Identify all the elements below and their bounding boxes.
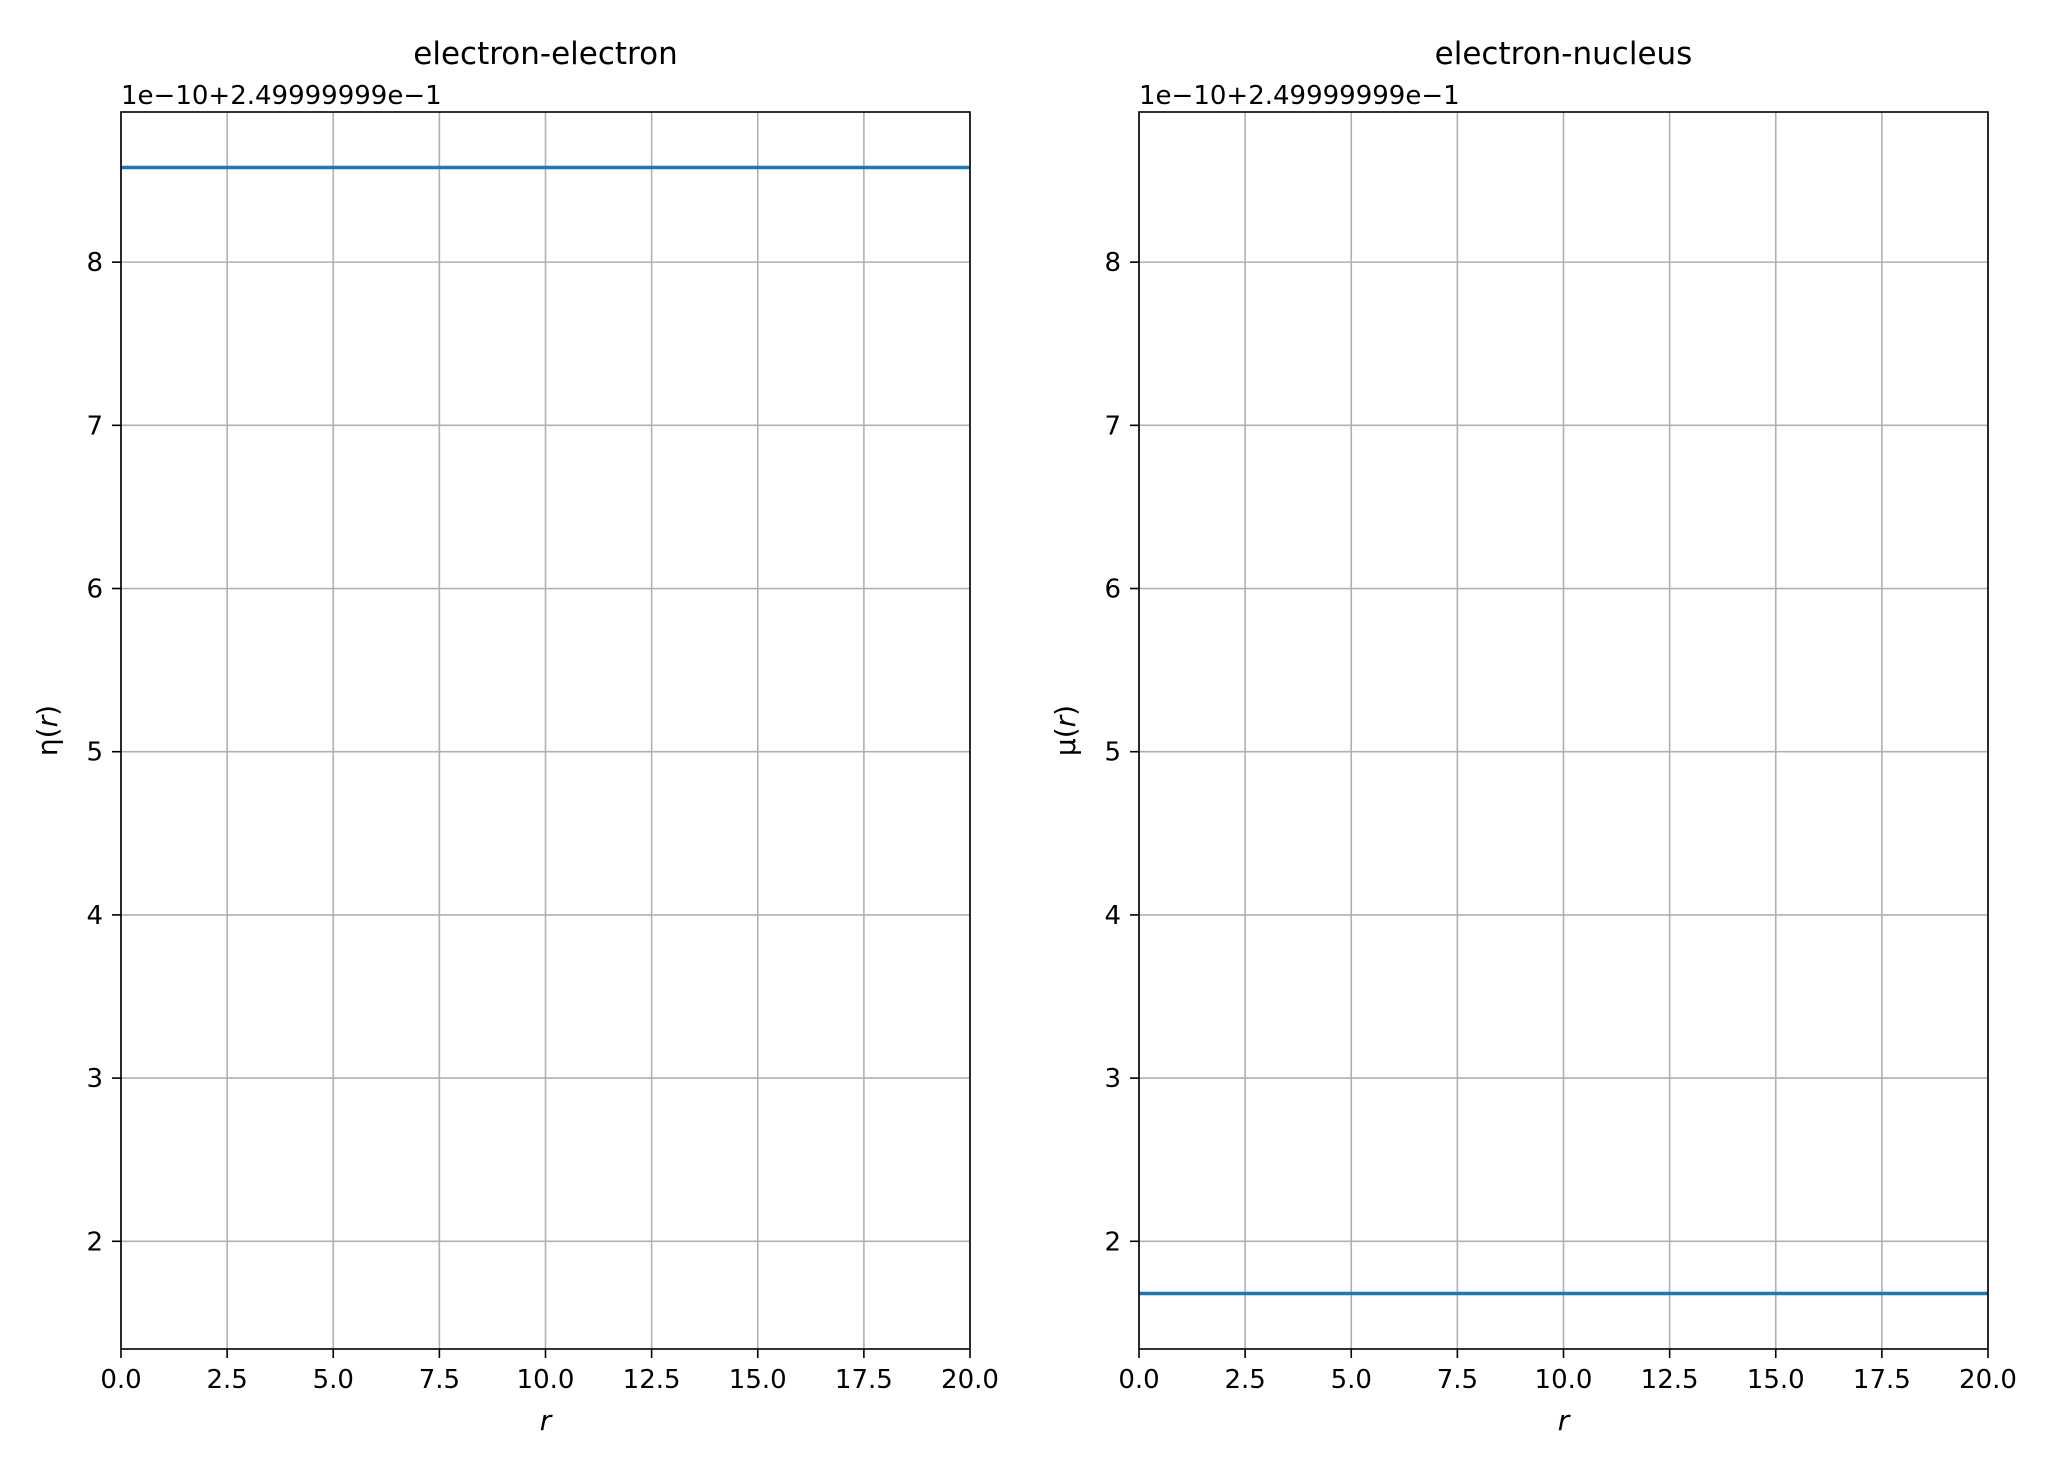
x-tick-label: 17.5 [1853,1365,1911,1395]
y-tick-label: 7 [86,411,103,441]
x-tick-label: 20.0 [1959,1365,2017,1395]
x-tick-label: 12.5 [1641,1365,1699,1395]
chart-title: electron-nucleus [1435,36,1693,72]
x-tick-label: 7.5 [419,1365,460,1395]
x-tick-label: 15.0 [1747,1365,1805,1395]
x-tick-label: 17.5 [835,1365,893,1395]
x-tick-label: 12.5 [623,1365,681,1395]
x-tick-label: 10.0 [1535,1365,1593,1395]
y-tick-label: 4 [86,901,103,931]
x-tick-label: 7.5 [1437,1365,1478,1395]
subplot-1: 0.0 2.5 5.0 7.5 10.0 12.5 15.0 17.5 20.0 2 3 4 5 6 7 8 e… [31,36,999,1437]
y-axis-label-base: η( [31,727,64,756]
y-axis-label-base: μ( [1049,727,1082,756]
chart-title: electron-electron [413,36,677,72]
x-tick-label: 2.5 [206,1365,247,1395]
x-tick-label: 15.0 [729,1365,787,1395]
y-axis-label-close: ) [1049,705,1082,716]
y-tick-label: 7 [1104,411,1121,441]
x-tick-label: 5.0 [1331,1365,1372,1395]
y-tick-label: 3 [86,1064,103,1094]
y-axis-label: μ(r) [1049,705,1082,756]
y-axis-label-close: ) [31,705,64,716]
y-tick-label: 4 [1104,901,1121,931]
y-axis-label: η(r) [31,705,64,756]
subplots: 0.0 2.5 5.0 7.5 10.0 12.5 15.0 17.5 20.02345678e… [31,36,2017,1437]
y-tick-label: 8 [1104,248,1121,278]
y-axis-label-var: r [1049,714,1082,727]
x-tick-label: 2.5 [1224,1365,1265,1395]
y-offset-text: 1e−10+2.49999999e−1 [1139,81,1460,111]
y-tick-label: 2 [86,1227,103,1257]
y-tick-label: 6 [1104,575,1121,605]
y-tick-label: 8 [86,248,103,278]
x-axis-label: r [540,1404,553,1437]
x-tick-label: 0.0 [100,1365,141,1395]
y-tick-label: 2 [1104,1227,1121,1257]
y-tick-label: 6 [86,575,103,605]
y-tick-label: 3 [1104,1064,1121,1094]
subplot-2: 0.0 2.5 5.0 7.5 10.0 12.5 15.0 17.5 20.0 2 3 4 5 6 7 8 e… [1049,36,2017,1437]
y-tick-label: 5 [86,738,103,768]
x-tick-label: 10.0 [517,1365,575,1395]
y-axis-label-var: r [31,714,64,727]
y-tick-label: 5 [1104,738,1121,768]
y-offset-text: 1e−10+2.49999999e−1 [121,81,442,111]
x-tick-label: 20.0 [941,1365,999,1395]
x-tick-label: 0.0 [1118,1365,1159,1395]
x-axis-label: r [1558,1404,1571,1437]
x-tick-label: 5.0 [313,1365,354,1395]
